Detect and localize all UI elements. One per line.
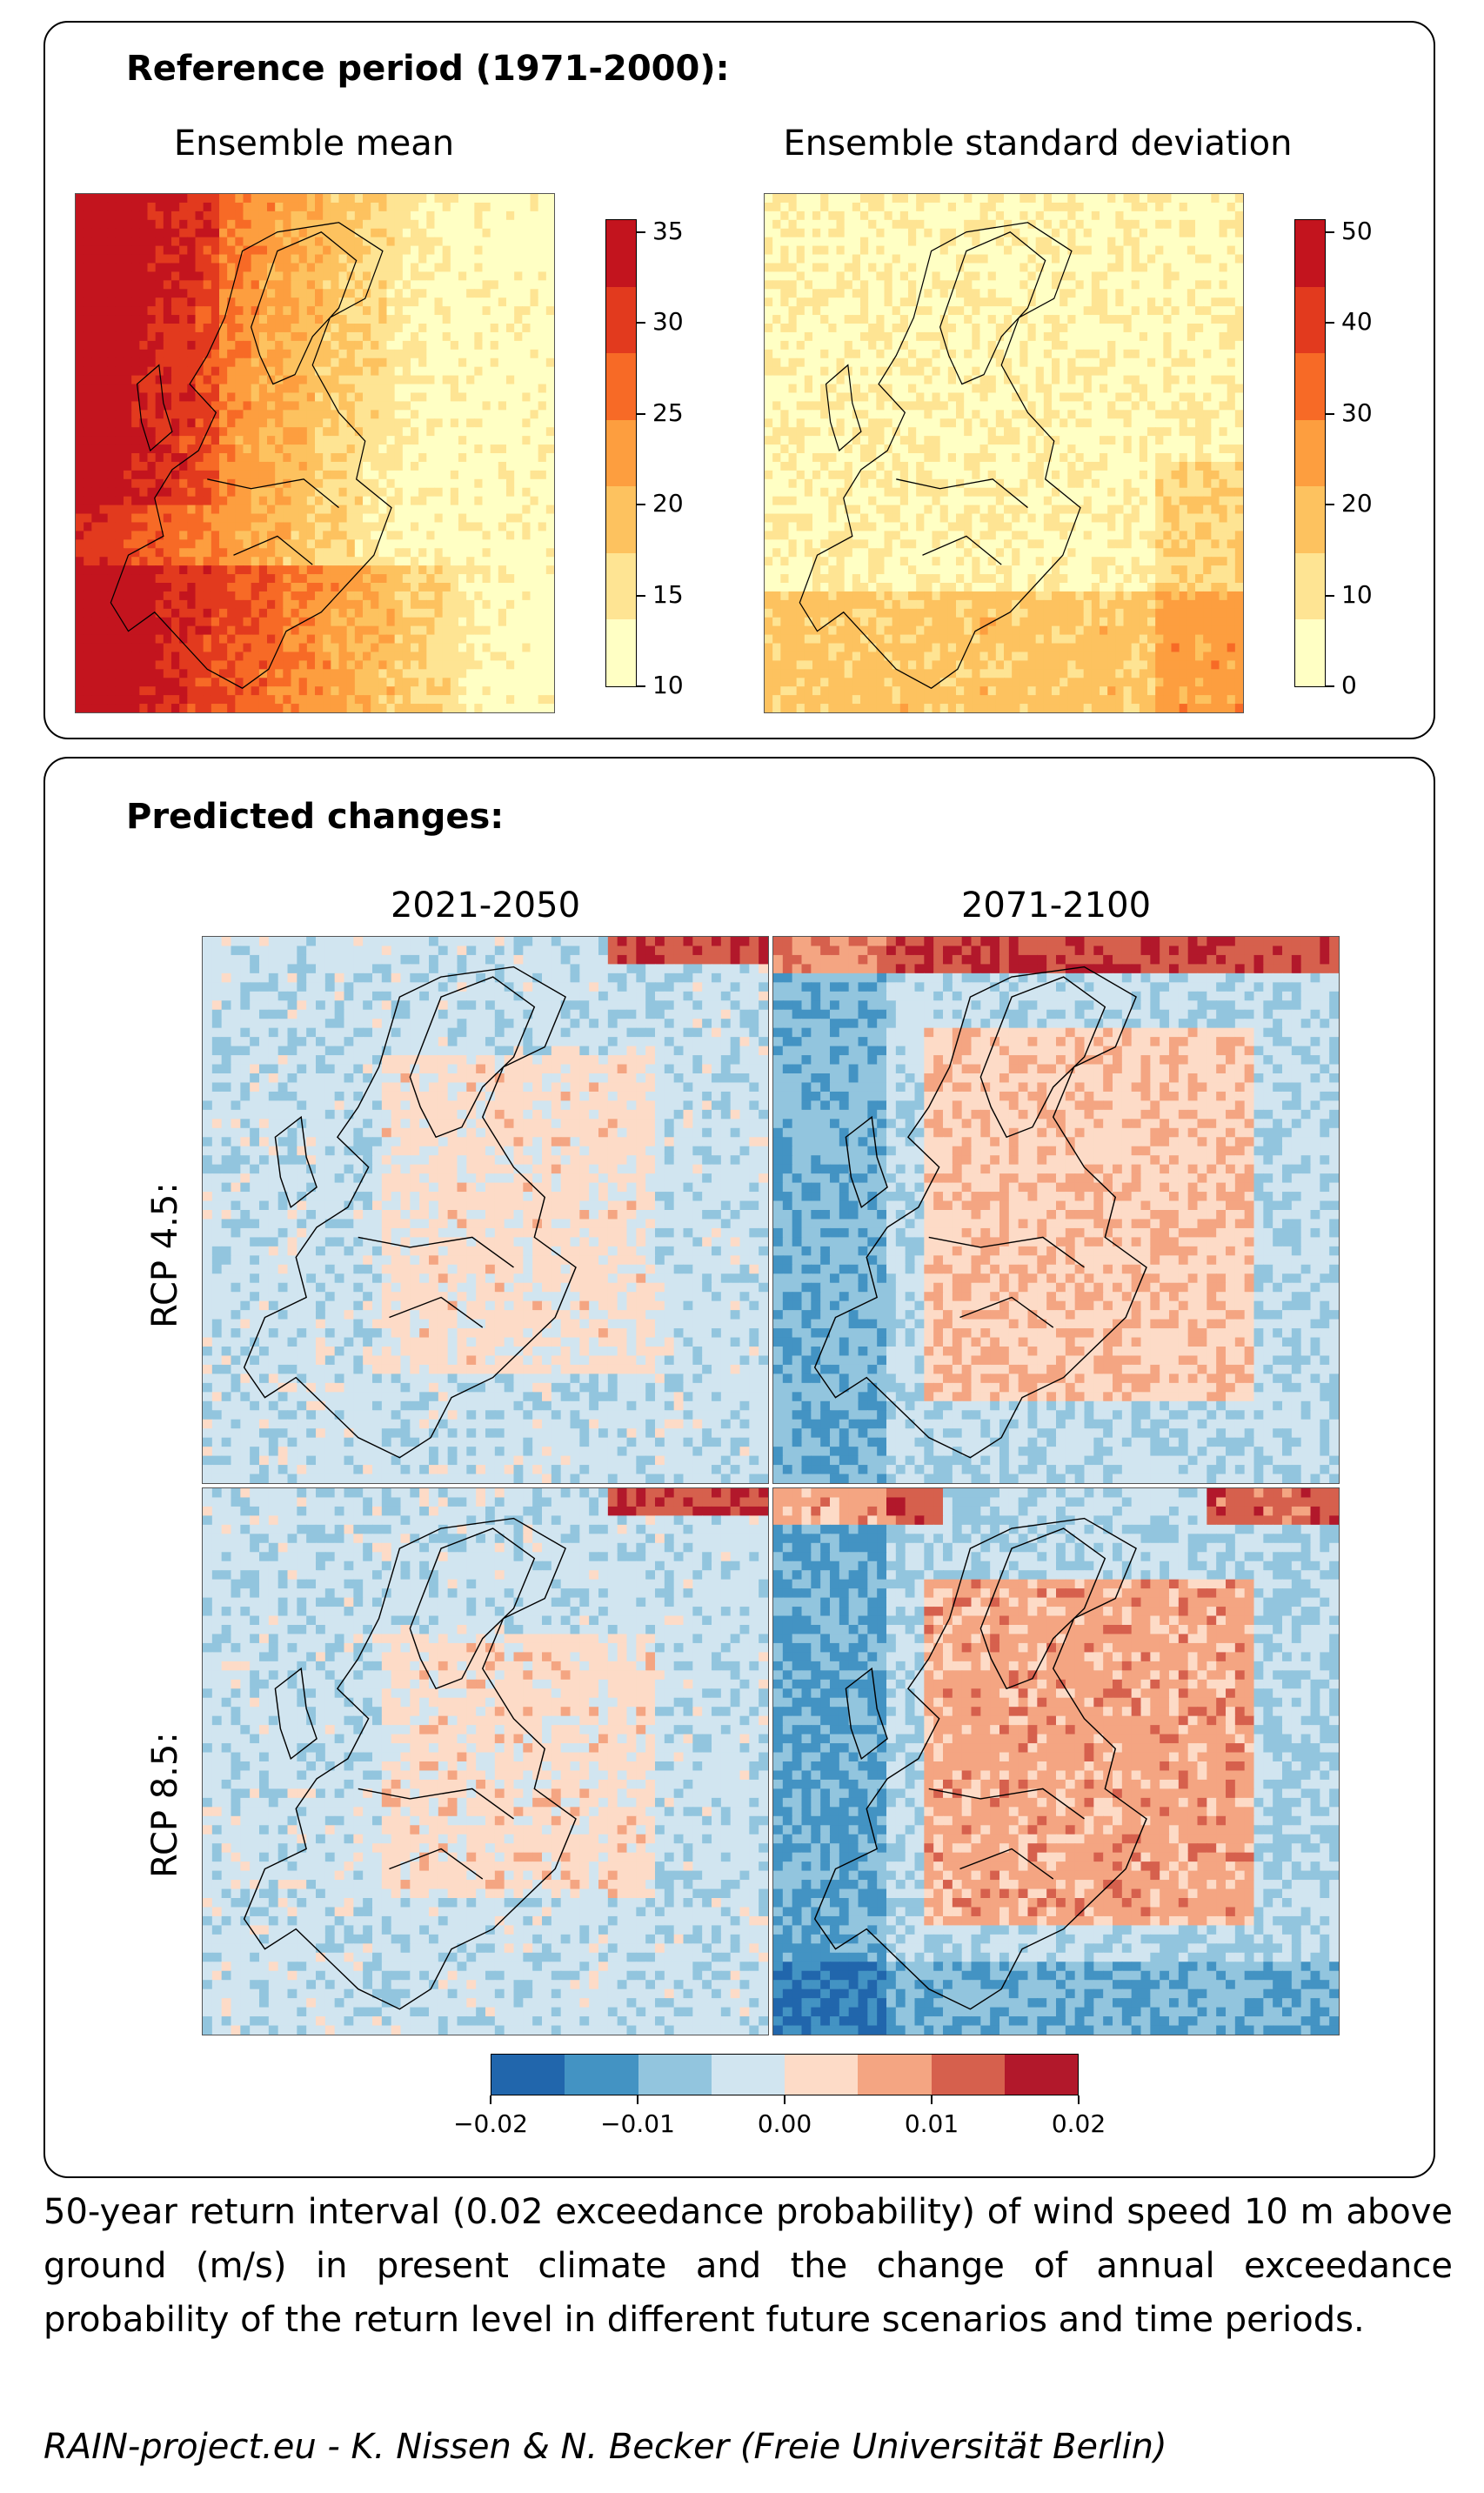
colorbar-tick-mark xyxy=(637,594,645,597)
map-rcp85-2071-2100 xyxy=(772,1487,1340,2035)
map-rcp45-2071-2100 xyxy=(772,936,1340,1484)
colorbar-tick-label: 20 xyxy=(652,489,684,518)
map-field xyxy=(773,1488,1339,2035)
figure-caption: 50-year return interval (0.02 exceedance… xyxy=(43,2185,1453,2347)
colorbar-tick-label: 35 xyxy=(652,217,684,245)
colorbar-tick-mark xyxy=(1326,504,1334,506)
map-rcp85-2021-2050 xyxy=(202,1487,769,2035)
colorbar-segment xyxy=(1295,419,1325,487)
changes-title: Predicted changes: xyxy=(126,797,504,837)
map-field xyxy=(76,194,554,712)
colorbar-tick-mark xyxy=(637,322,645,324)
colorbar-segment xyxy=(491,2055,565,2095)
colorbar-tick-label: 25 xyxy=(652,398,684,427)
ensemble-mean-colorbar xyxy=(605,219,637,687)
ensemble-std-colorbar xyxy=(1294,219,1326,687)
ensemble-std-map xyxy=(764,193,1244,713)
ensemble-mean-title: Ensemble mean xyxy=(75,124,553,164)
row-label-rcp85: RCP 8.5: xyxy=(145,1674,185,1935)
colorbar-tick-mark xyxy=(637,412,645,415)
coastline-outline xyxy=(243,1517,577,2010)
colorbar-tick-label: 15 xyxy=(652,580,684,609)
colorbar-tick-mark xyxy=(1326,322,1334,324)
colorbar-segment xyxy=(606,419,636,487)
colorbar-tick-label: 30 xyxy=(652,307,684,336)
ensemble-std-title: Ensemble standard deviation xyxy=(712,124,1364,164)
map-field xyxy=(765,194,1243,712)
colorbar-segment xyxy=(931,2055,1005,2095)
colorbar-segment xyxy=(606,286,636,354)
colorbar-segment xyxy=(1295,353,1325,420)
colorbar-tick-mark xyxy=(637,504,645,506)
coastline-outline xyxy=(799,222,1081,689)
colorbar-tick-mark xyxy=(1078,2095,1080,2104)
column-title-2071-2100: 2071-2100 xyxy=(772,886,1340,926)
coastline-outline xyxy=(813,966,1147,1459)
colorbar-segment xyxy=(1295,486,1325,553)
map-field xyxy=(203,1488,768,2035)
colorbar-tick-mark xyxy=(931,2095,933,2104)
colorbar-tick-mark xyxy=(637,685,645,687)
colorbar-tick-mark xyxy=(1326,231,1334,233)
colorbar-segment xyxy=(565,2055,638,2095)
colorbar-tick-label: 30 xyxy=(1341,398,1373,427)
colorbar-segment xyxy=(606,552,636,620)
colorbar-segment xyxy=(1295,219,1325,287)
reference-title: Reference period (1971-2000): xyxy=(126,49,730,89)
colorbar-tick-label: 50 xyxy=(1341,217,1373,245)
colorbar-segment xyxy=(606,219,636,287)
colorbar-tick-mark xyxy=(784,2095,785,2104)
colorbar-segment xyxy=(785,2055,859,2095)
colorbar-segment xyxy=(606,486,636,553)
colorbar-tick-label: 0.02 xyxy=(1052,2109,1106,2138)
coastline-outline xyxy=(110,222,392,689)
colorbar-tick-label: 40 xyxy=(1341,307,1373,336)
colorbar-segment xyxy=(606,619,636,686)
colorbar-tick-mark xyxy=(637,231,645,233)
colorbar-tick-label: 10 xyxy=(1341,580,1373,609)
coastline-outline xyxy=(243,966,577,1459)
map-field xyxy=(203,937,768,1483)
colorbar-tick-mark xyxy=(1326,412,1334,415)
colorbar-segment xyxy=(638,2055,712,2095)
ensemble-mean-map xyxy=(75,193,555,713)
row-label-rcp45: RCP 4.5: xyxy=(145,1125,185,1386)
colorbar-segment xyxy=(1295,552,1325,620)
colorbar-segment xyxy=(1295,619,1325,686)
colorbar-tick-label: 20 xyxy=(1341,489,1373,518)
colorbar-tick-label: −0.01 xyxy=(600,2109,675,2138)
colorbar-tick-mark xyxy=(1326,594,1334,597)
colorbar-segment xyxy=(606,353,636,420)
colorbar-tick-label: 0.01 xyxy=(905,2109,959,2138)
colorbar-tick-label: 0 xyxy=(1341,671,1357,699)
colorbar-tick-mark xyxy=(637,2095,638,2104)
colorbar-segment xyxy=(858,2055,932,2095)
change-colorbar xyxy=(491,2054,1079,2095)
map-field xyxy=(773,937,1339,1483)
figure-credit: RAIN-project.eu - K. Nissen & N. Becker … xyxy=(43,2427,1167,2467)
colorbar-tick-label: 10 xyxy=(652,671,684,699)
map-rcp45-2021-2050 xyxy=(202,936,769,1484)
colorbar-segment xyxy=(1004,2055,1078,2095)
colorbar-tick-mark xyxy=(490,2095,491,2104)
colorbar-segment xyxy=(1295,286,1325,354)
colorbar-tick-label: 0.00 xyxy=(758,2109,812,2138)
colorbar-tick-label: −0.02 xyxy=(453,2109,528,2138)
coastline-outline xyxy=(813,1517,1147,2010)
colorbar-tick-mark xyxy=(1326,685,1334,687)
column-title-2021-2050: 2021-2050 xyxy=(202,886,769,926)
colorbar-segment xyxy=(711,2055,785,2095)
